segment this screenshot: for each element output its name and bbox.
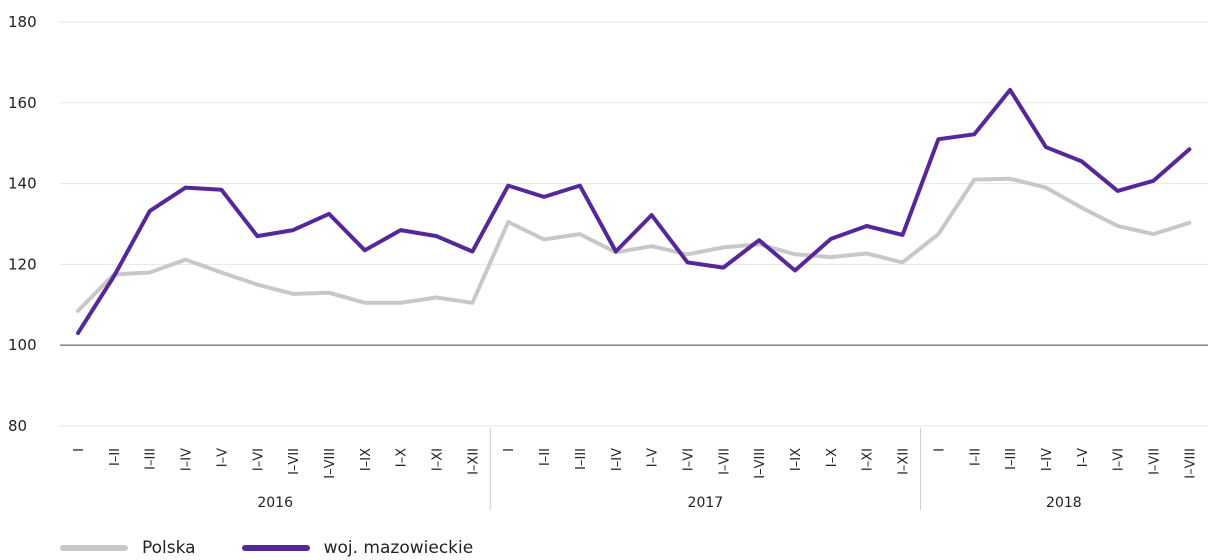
x-tick-label: I–IV	[610, 448, 625, 471]
legend-swatch-polska	[60, 545, 128, 551]
x-tick-label: I–X	[825, 448, 840, 467]
x-tick-label: I–III	[144, 448, 159, 470]
legend-label-mazowieckie: woj. mazowieckie	[323, 538, 474, 558]
y-tick-label: 120	[8, 255, 37, 273]
legend-label-polska: Polska	[142, 538, 196, 558]
year-label-2018: 2018	[1046, 495, 1082, 511]
x-tick-label: I–VIII	[753, 448, 768, 479]
x-tick-label: I–III	[1004, 448, 1019, 470]
x-tick-label: I–XI	[431, 448, 446, 471]
x-tick-label: I–VI	[681, 448, 696, 471]
grid-lines	[60, 21, 1208, 427]
x-tick-label: I–III	[574, 448, 589, 470]
x-axis: I I–II I–III I–IV I–V I–VI I–VII I–VIII I–IX I–X I…	[72, 428, 1198, 511]
x-tick-label: I–II	[108, 448, 123, 466]
x-tick-label: I–XI	[861, 448, 876, 471]
y-tick-label: 80	[8, 417, 27, 435]
x-tick-label: I–IV	[1040, 448, 1055, 471]
x-tick-label: I–V	[1076, 448, 1091, 467]
x-tick-label: I–V	[215, 448, 230, 467]
x-tick-label: I–IX	[359, 448, 374, 471]
x-tick-label: I–VII	[717, 448, 732, 475]
x-tick-label: I–VIII	[323, 448, 338, 479]
legend-item-polska: Polska	[60, 538, 196, 558]
y-tick-label: 160	[8, 94, 37, 112]
series-lines	[76, 87, 1192, 336]
x-tick-label: I–XII	[466, 448, 481, 475]
x-tick-label: I–VIII	[1183, 448, 1198, 479]
x-tick-label: I	[72, 448, 87, 452]
x-tick-label: I–II	[538, 448, 553, 466]
x-tick-label: I–V	[646, 448, 661, 467]
series-line-polska	[76, 176, 1192, 313]
y-axis: 80 100 120 140 160 180	[8, 13, 37, 435]
series-line-mazowieckie	[76, 87, 1192, 336]
legend-item-mazowieckie: woj. mazowieckie	[241, 538, 474, 558]
x-tick-label: I	[502, 448, 517, 452]
y-tick-label: 140	[8, 175, 37, 193]
x-tick-label: I–XII	[897, 448, 912, 475]
y-tick-label: 100	[8, 336, 37, 354]
year-label-2016: 2016	[257, 495, 293, 511]
x-tick-label: I–IV	[180, 448, 195, 471]
year-label-2017: 2017	[688, 495, 724, 511]
legend-swatch-mazowieckie	[241, 545, 310, 551]
x-tick-label: I–IX	[789, 448, 804, 471]
x-tick-label: I–VII	[1148, 448, 1163, 475]
x-tick-label: I	[932, 448, 947, 452]
x-tick-label: I–VI	[251, 448, 266, 471]
legend: Polska woj. mazowieckie	[60, 538, 519, 558]
x-tick-label: I–VI	[1112, 448, 1127, 471]
x-tick-label: I–II	[968, 448, 983, 466]
x-tick-label: I–X	[395, 448, 410, 467]
y-tick-label: 180	[8, 13, 37, 31]
x-tick-label: I–VII	[287, 448, 302, 475]
